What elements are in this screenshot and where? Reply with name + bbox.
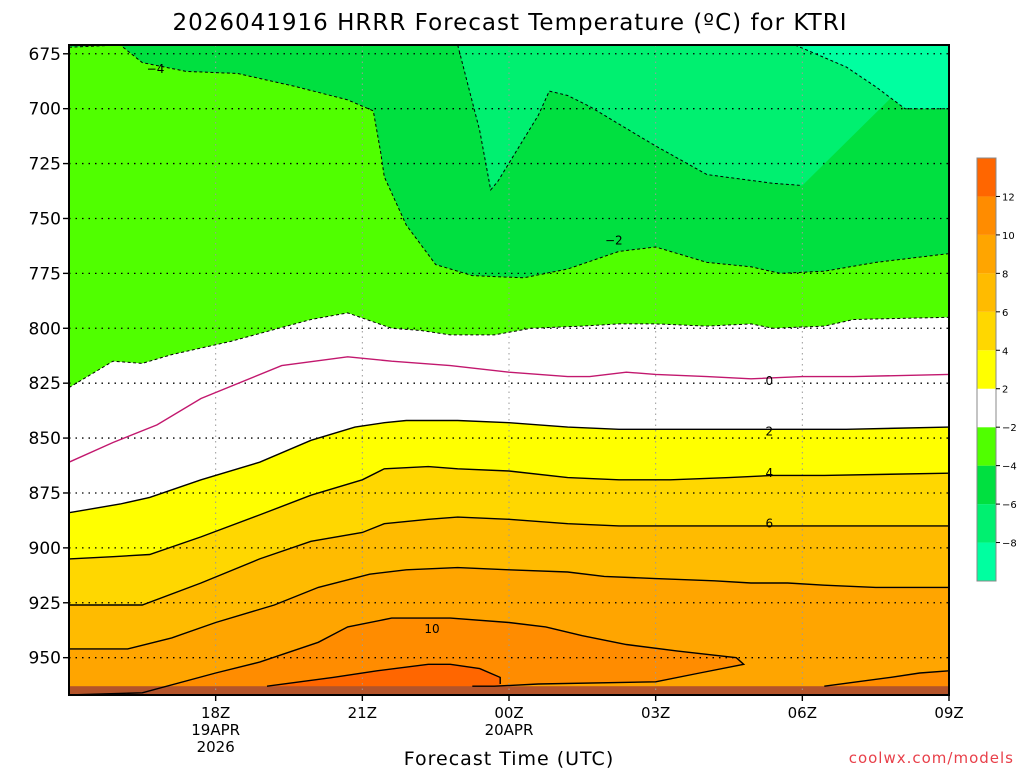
colorbar-tick-label: 10 <box>1002 231 1015 242</box>
colorbar-tick-label: −6 <box>1002 500 1017 511</box>
x-tick-label: 06Z <box>788 704 817 722</box>
y-tick-label: 950 <box>29 649 61 669</box>
fill-band-2-to-4 <box>69 420 949 559</box>
colorbar-segment <box>977 273 996 312</box>
fill-band-minus8-to-minus6 <box>457 45 945 190</box>
contour-label: −4 <box>147 62 165 76</box>
contour-labels: −4 −2 0 2 4 6 10 <box>147 62 774 636</box>
contour-line <box>69 312 949 389</box>
colorbar-segment <box>977 465 996 505</box>
x-tick-label: 09Z <box>934 704 963 722</box>
x-tick-label: 20APR <box>485 721 534 739</box>
fill-band-4-to-6 <box>69 466 949 605</box>
y-tick-label: 850 <box>29 429 61 449</box>
contour-label: 2 <box>766 424 774 438</box>
fill-band-10-to-12 <box>69 618 744 695</box>
x-tick-label: 00Z <box>494 704 523 722</box>
plot-area: −4 −2 0 2 4 6 10 <box>69 45 949 695</box>
colorbar-tick-label: −4 <box>1002 462 1017 473</box>
colorbar-segment <box>977 504 996 543</box>
contour-line <box>69 45 949 279</box>
contour-line <box>69 356 949 463</box>
contour-label: 0 <box>766 374 774 388</box>
colorbar-segment <box>977 196 996 235</box>
x-tick-label: 19APR <box>191 721 240 739</box>
y-tick-label: 900 <box>29 539 61 559</box>
contour-line <box>824 670 949 687</box>
colorbar-frame <box>976 157 997 582</box>
credit-text: coolwx.com/models <box>849 749 1014 767</box>
x-tick-label: 21Z <box>348 704 377 722</box>
fill-band-below-minus8 <box>795 45 949 109</box>
terrain-band <box>69 686 949 695</box>
y-tick-label: 925 <box>29 594 61 614</box>
colorbar-segment <box>977 388 996 428</box>
contour-label: −2 <box>605 233 623 247</box>
x-tick-label: 03Z <box>641 704 670 722</box>
contour-lines <box>69 45 949 695</box>
x-tick-label: 18Z <box>201 704 230 722</box>
colorbar-segment <box>977 427 996 466</box>
contour-line <box>457 45 803 192</box>
colorbar-legend: −8 −6 −4 −2 2 4 6 8 10 12 <box>976 157 1017 582</box>
colorbar-tick-label: 8 <box>1002 269 1008 280</box>
colorbar-segment <box>977 311 996 351</box>
contour-line <box>266 663 501 687</box>
contour-line <box>69 516 949 606</box>
contour-label: 4 <box>766 466 774 480</box>
contour-line <box>69 419 949 514</box>
fill-band-green <box>69 45 949 388</box>
x-axis-label: Forecast Time (UTC) <box>404 748 614 768</box>
colorbar-segment <box>977 542 996 581</box>
contour-line <box>69 465 949 560</box>
y-tick-label: 725 <box>29 155 61 175</box>
colorbar-tick-label: 12 <box>1002 192 1015 203</box>
contour-label: 10 <box>424 622 439 636</box>
contour-label: 6 <box>766 517 774 531</box>
fill-band-minus2-to-2 <box>69 312 949 513</box>
colorbar-tick-label: 2 <box>1002 385 1008 396</box>
y-tick-label: 800 <box>29 319 61 339</box>
colorbar-segment <box>977 350 996 389</box>
y-tick-label: 675 <box>29 45 61 65</box>
y-axis-ticks: 675 700 725 750 775 800 825 850 875 900 925 950 <box>29 45 69 669</box>
x-tick-label: 2026 <box>197 738 235 756</box>
y-tick-label: 750 <box>29 209 61 229</box>
contour-line <box>69 617 746 695</box>
y-tick-label: 700 <box>29 100 61 120</box>
y-tick-label: 775 <box>29 264 61 284</box>
chart-title: 2026041916 HRRR Forecast Temperature (ºC… <box>172 10 847 36</box>
colorbar-tick-label: 6 <box>1002 308 1008 319</box>
grid-lines <box>69 45 949 695</box>
colorbar-tick-label: 4 <box>1002 346 1008 357</box>
fill-band-6-to-8 <box>69 517 949 649</box>
contour-line <box>69 566 949 650</box>
colorbar-segment <box>977 234 996 274</box>
colorbar-tick-label: −8 <box>1002 539 1017 550</box>
y-tick-label: 825 <box>29 374 61 394</box>
ground-surface <box>69 686 949 695</box>
colorbar-tick-label: −2 <box>1002 423 1017 434</box>
colorbar-segment <box>977 158 996 197</box>
y-tick-label: 875 <box>29 484 61 504</box>
